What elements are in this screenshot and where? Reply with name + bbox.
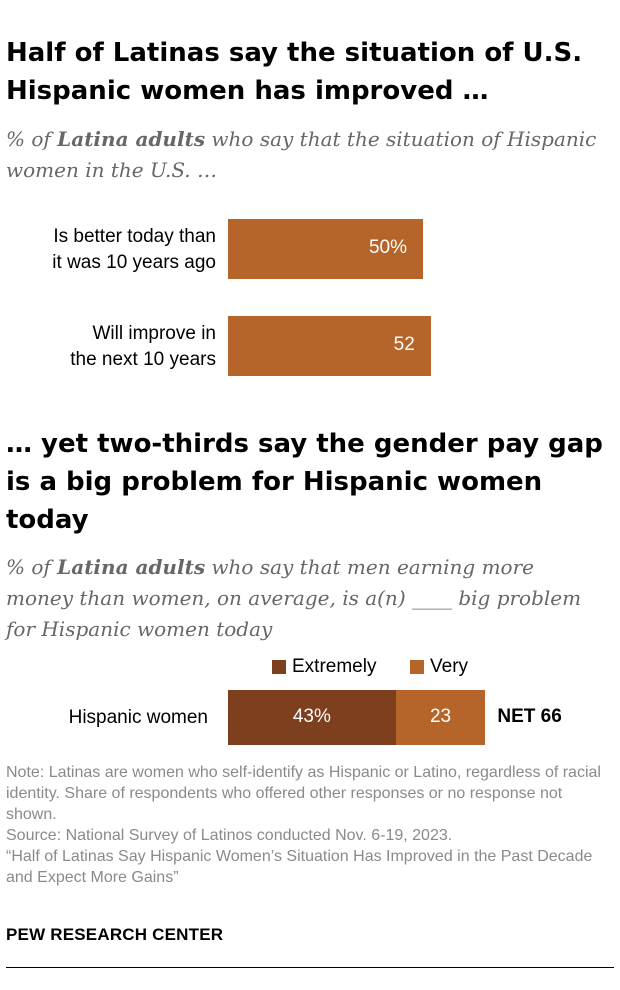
bar — [228, 219, 423, 279]
source-text: Source: National Survey of Latinos condu… — [6, 827, 453, 844]
bottom-rule — [6, 967, 614, 968]
category-label: Will improve in the next 10 years — [70, 321, 216, 373]
bar-value-label: 50% — [368, 237, 407, 258]
bar-segment — [395, 690, 486, 745]
brand-logo-text: PEW RESEARCH CENTER — [6, 925, 224, 944]
bar-value-label: 43% — [292, 706, 331, 727]
category-label-line: it was 10 years ago — [52, 252, 216, 273]
bar-value-label: 52 — [393, 334, 415, 355]
report-title-text: “Half of Latinas Say Hispanic Women’s Si… — [6, 848, 593, 886]
bar-value-label: 23 — [429, 706, 452, 727]
legend-swatch — [410, 660, 424, 674]
notes-block: Note: Latinas are women who self-identif… — [6, 762, 606, 888]
chart2-subtitle: % of Latina adults who say that men earn… — [6, 555, 582, 641]
note-text: Note: Latinas are women who self-identif… — [6, 764, 601, 823]
category-label-line: Is better today than — [53, 226, 216, 247]
chart1-subtitle: % of Latina adults who say that the situ… — [6, 127, 597, 182]
category-label-line: the next 10 years — [70, 349, 216, 370]
legend-swatch — [272, 660, 286, 674]
chart2-title: … yet two-thirds say the gender pay gap … — [6, 429, 603, 535]
category-label: Is better today than it was 10 years ago — [52, 224, 216, 276]
legend-item: Very — [410, 655, 468, 679]
chart1-title: Half of Latinas say the situation of U.S… — [6, 38, 583, 106]
legend-item: Extremely — [272, 655, 376, 679]
legend-label: Extremely — [292, 656, 377, 677]
net-label: NET 66 — [497, 706, 562, 727]
bar — [228, 316, 431, 376]
bar-segment — [228, 690, 396, 745]
legend-label: Very — [430, 656, 469, 677]
category-label-line: Will improve in — [92, 323, 216, 344]
category-label: Hispanic women — [68, 707, 208, 728]
